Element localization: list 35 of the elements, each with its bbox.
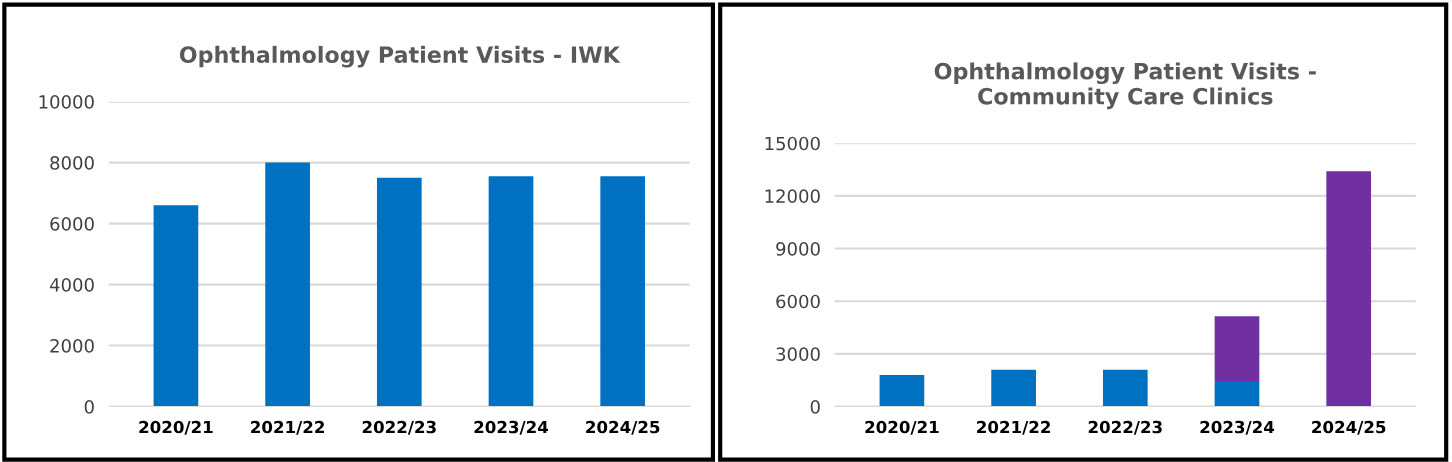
x-tick-label: 2024/25 — [586, 420, 660, 435]
x-tick-label: 2021/22 — [977, 420, 1050, 435]
bar — [1214, 316, 1260, 382]
bar — [879, 374, 925, 407]
y-tick-label: 12000 — [765, 189, 820, 203]
y-tick-label: 0 — [810, 400, 820, 414]
y-tick-label: 10000 — [39, 95, 94, 109]
bar — [488, 176, 534, 407]
x-tick-label: 2023/24 — [1200, 420, 1275, 435]
x-tick-label: 2020/21 — [139, 420, 213, 435]
chart-title: Ophthalmology Patient Visits - IWK — [179, 45, 621, 68]
y-tick-label: 9000 — [776, 242, 820, 256]
y-tick-label: 4000 — [49, 278, 94, 292]
y-tick-label: 15000 — [765, 136, 820, 151]
bar — [265, 162, 310, 407]
y-tick-label: 0 — [84, 400, 94, 414]
x-tick-label: 2022/23 — [1088, 420, 1162, 435]
y-tick-label: 6000 — [50, 217, 94, 231]
y-tick-label: 6000 — [776, 294, 820, 309]
x-tick-label: 2021/22 — [251, 420, 324, 435]
bar — [1326, 171, 1372, 407]
y-tick-label: 3000 — [776, 347, 820, 362]
y-tick-label: 2000 — [50, 339, 94, 353]
x-tick-label: 2024/25 — [1312, 420, 1386, 435]
y-tick-label: 8000 — [50, 156, 94, 170]
bar — [600, 176, 646, 407]
bar — [376, 177, 422, 407]
bar — [1102, 369, 1148, 407]
chart-title: Ophthalmology Patient Visits - Community Care Clinics — [934, 62, 1316, 110]
x-tick-label: 2022/23 — [362, 420, 436, 435]
bar — [991, 369, 1036, 407]
x-tick-label: 2020/21 — [865, 420, 939, 435]
bar — [153, 205, 199, 407]
bar — [1214, 381, 1260, 407]
x-tick-label: 2023/24 — [474, 420, 549, 435]
